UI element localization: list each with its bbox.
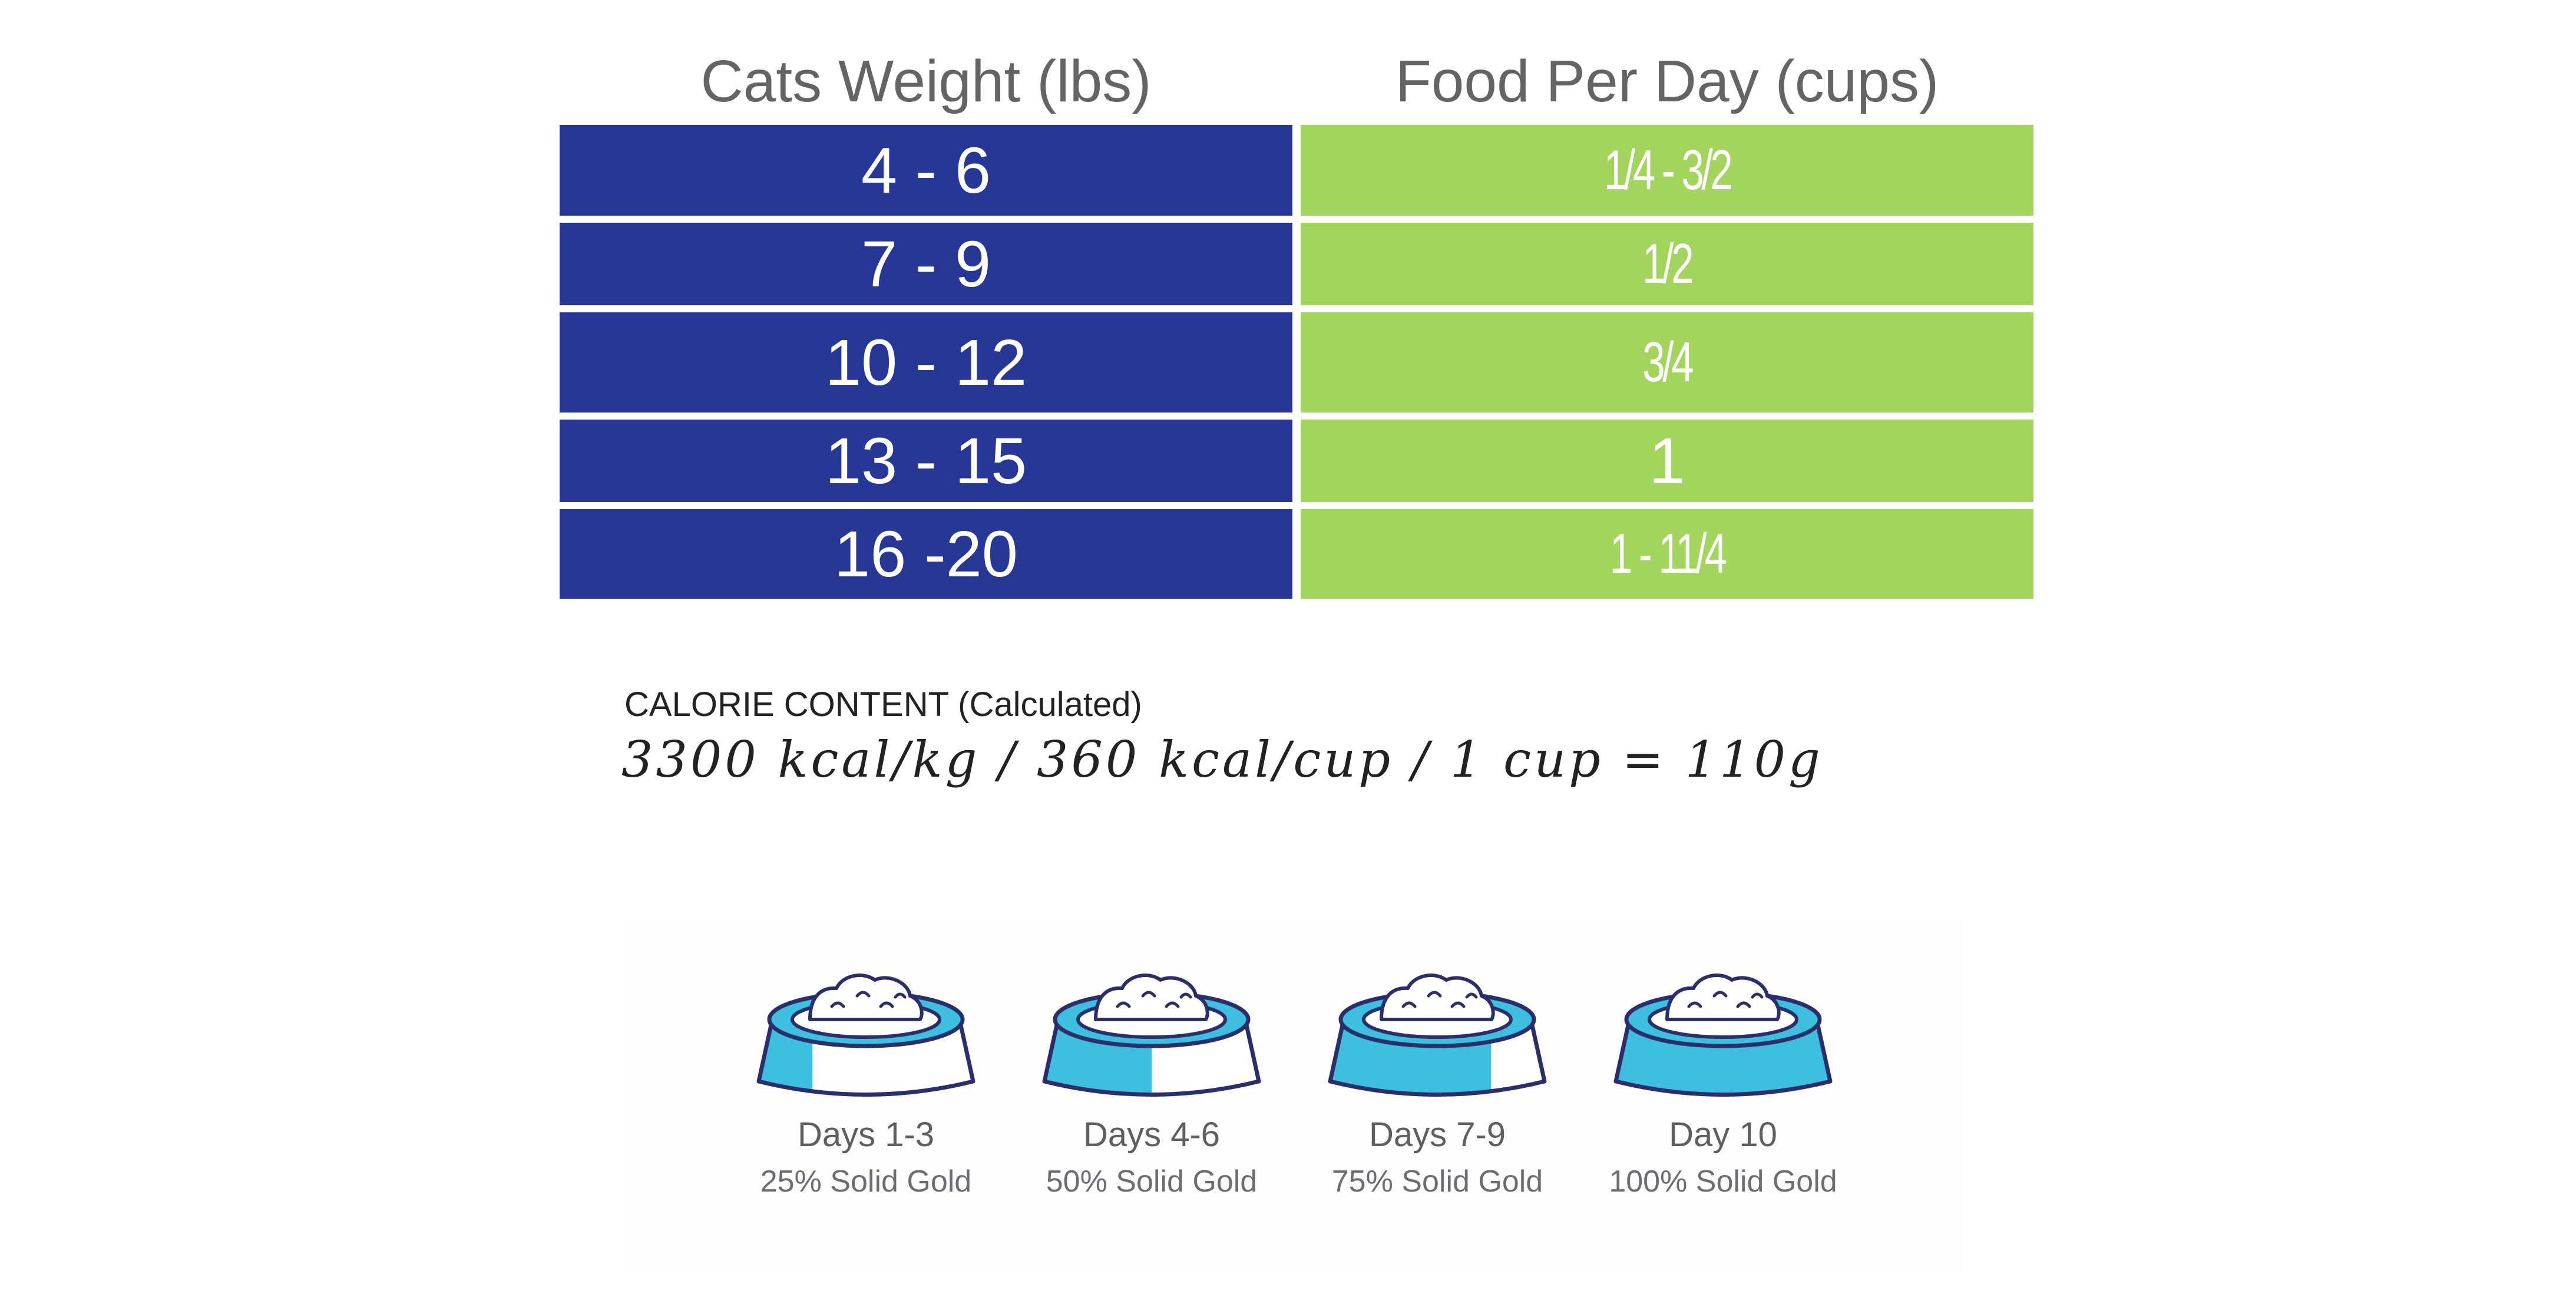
food-column-header: Food Per Day (cups) — [1395, 48, 1939, 114]
bowl-icon — [1613, 974, 1833, 1097]
transition-portion: 25% Solid Gold — [760, 1164, 972, 1199]
transition-step: Day 10 100% Solid Gold — [1599, 961, 1847, 1226]
food-cell: 1/4 - 3/2 — [1301, 125, 2033, 216]
weight-cell: 16 -20 — [560, 509, 1292, 599]
transition-days: Days 4-6 — [1083, 1116, 1221, 1154]
bowl-icon — [756, 974, 975, 1097]
transition-step: Days 4-6 50% Solid Gold — [1028, 961, 1275, 1226]
food-cell: 1 — [1301, 420, 2033, 502]
food-cell: 1 - 11/4 — [1301, 509, 2033, 599]
weight-cell: 10 - 12 — [560, 312, 1292, 413]
weight-cell: 13 - 15 — [560, 420, 1292, 502]
food-cell: 3/4 — [1301, 312, 2033, 413]
transition-days: Day 10 — [1669, 1116, 1777, 1154]
transition-portion: 100% Solid Gold — [1609, 1164, 1837, 1199]
bowl-icon — [1042, 974, 1261, 1097]
weight-column-header: Cats Weight (lbs) — [700, 48, 1152, 114]
food-cell: 1/2 — [1301, 223, 2033, 305]
weight-cell: 7 - 9 — [560, 223, 1292, 305]
transition-days: Days 1-3 — [797, 1116, 935, 1154]
transition-step: Days 7-9 75% Solid Gold — [1314, 961, 1561, 1226]
transition-portion: 75% Solid Gold — [1331, 1164, 1543, 1199]
calorie-content-values: 3300 kcal/kg / 360 kcal/cup / 1 cup = 11… — [621, 731, 1823, 788]
transition-step: Days 1-3 25% Solid Gold — [742, 961, 990, 1226]
transition-days: Days 7-9 — [1368, 1116, 1506, 1154]
bowl-icon — [1328, 974, 1547, 1097]
weight-cell: 4 - 6 — [560, 125, 1292, 216]
transition-portion: 50% Solid Gold — [1046, 1164, 1258, 1199]
calorie-content-title: CALORIE CONTENT (Calculated) — [624, 685, 1142, 724]
